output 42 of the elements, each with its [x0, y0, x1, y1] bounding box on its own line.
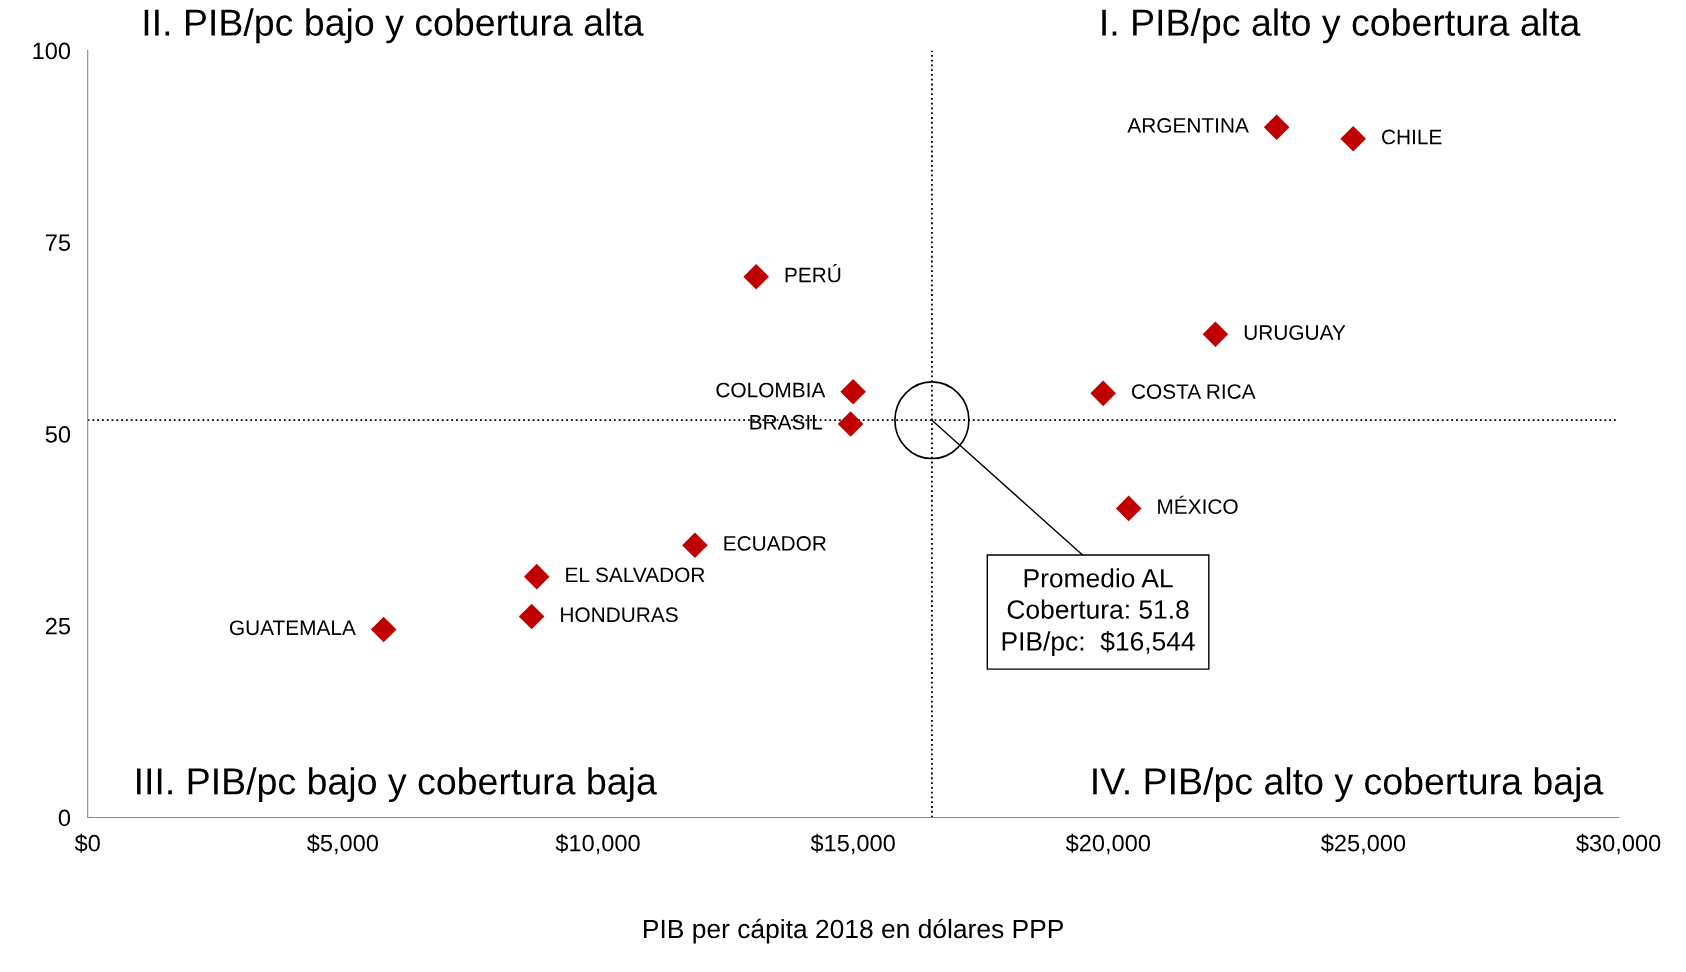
annotation: HONDURAS: [561, 607, 678, 623]
annotation: MÉXICO: [1158, 495, 1238, 514]
annotation: COLOMBIA: [716, 382, 826, 398]
x-tick-label: $5,000: [306, 833, 379, 855]
y-tick-label: 50: [45, 426, 71, 443]
annotation: ECUADOR: [724, 536, 826, 551]
annotation: III. PIB/pc bajo y cobertura baja: [137, 767, 657, 803]
point: [1090, 380, 1116, 407]
x-tick-label: $30,000: [1576, 833, 1661, 855]
point: [1115, 495, 1142, 522]
x-tick-label: $15,000: [810, 833, 895, 855]
x-tick-label: $0: [74, 833, 100, 853]
x-tick-label: $20,000: [1065, 833, 1151, 855]
point: [518, 603, 545, 630]
annotation: ARGENTINA: [1127, 118, 1249, 133]
point: [1202, 321, 1229, 348]
annotation: COSTA RICA: [1132, 384, 1256, 399]
point: [682, 532, 708, 558]
point: [370, 616, 397, 643]
text: II. PIB/pc bajo y cobertura alta: [144, 8, 644, 44]
point: [1263, 114, 1290, 141]
annotation: CHILE: [1382, 129, 1442, 145]
annotation: IV. PIB/pc alto y cobertura baja: [1093, 767, 1604, 803]
point: [837, 411, 864, 437]
annotation: URUGUAY: [1244, 325, 1346, 340]
y-tick-label: 0: [58, 809, 71, 827]
x-tick-label: $25,000: [1321, 833, 1406, 855]
y-tick-label: 75: [45, 234, 71, 252]
annotation: BRASIL: [750, 414, 823, 430]
annotation: Promedio AL Cobertura: 51.8 PIB/pc: $16,544: [1002, 568, 1195, 656]
point: [523, 563, 550, 590]
annotation: PERÚ: [785, 264, 841, 283]
point: [1340, 125, 1367, 152]
point: [840, 379, 866, 405]
y-tick-label: 100: [33, 42, 71, 60]
y-tick-label: 25: [45, 617, 71, 635]
x-axis-title: PIB per cápita 2018 en dólares PPP: [644, 918, 1063, 944]
point: [743, 263, 769, 290]
annotation: EL SALVADOR: [566, 567, 705, 583]
text: I. PIB/pc alto y cobertura alta: [1102, 8, 1581, 44]
annotation: GUATEMALA: [229, 620, 356, 636]
x-tick-label: $10,000: [555, 833, 640, 855]
